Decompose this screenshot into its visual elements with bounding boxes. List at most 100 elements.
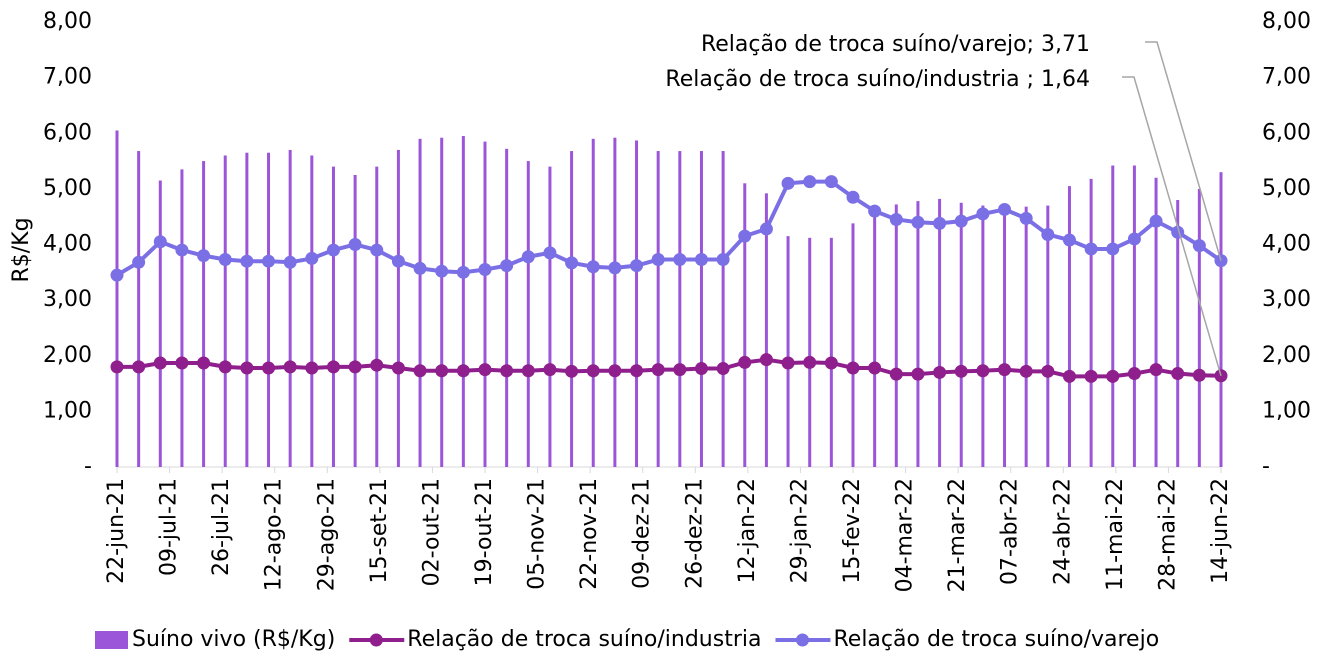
marker	[846, 361, 860, 375]
bar	[1046, 205, 1050, 467]
marker	[521, 364, 535, 378]
marker	[478, 363, 492, 377]
leader-line	[1145, 41, 1222, 261]
marker	[694, 253, 708, 267]
marker	[933, 365, 947, 379]
legend-label: Suíno vivo (R$/Kg)	[132, 627, 335, 652]
marker	[998, 363, 1012, 377]
marker	[110, 360, 124, 374]
y2-tick-label: -	[1262, 454, 1270, 479]
marker	[240, 361, 254, 375]
marker	[262, 254, 276, 268]
y-tick-label: 5,00	[43, 176, 92, 201]
x-tick-label: 11-mai-22	[1103, 478, 1128, 591]
leader-line	[1122, 76, 1222, 376]
marker	[889, 367, 903, 381]
marker	[1019, 364, 1033, 378]
x-tick-label: 15-fev-22	[840, 478, 865, 584]
marker	[1127, 367, 1141, 381]
marker	[1149, 363, 1163, 377]
x-tick-label: 05-nov-21	[525, 478, 550, 590]
y-tick-label: 3,00	[43, 287, 92, 312]
marker	[175, 356, 189, 370]
bar	[526, 161, 530, 467]
bar	[1024, 206, 1028, 468]
marker	[543, 246, 557, 260]
x-tick-label: 22-nov-21	[577, 478, 602, 590]
marker	[998, 202, 1012, 216]
marker	[565, 256, 579, 270]
bar	[699, 151, 703, 468]
bar	[461, 136, 465, 467]
marker	[175, 243, 189, 257]
x-tick-label: 28-mai-22	[1155, 478, 1180, 591]
y2-tick-label: 7,00	[1262, 65, 1311, 90]
y2-tick-label: 4,00	[1262, 232, 1311, 257]
y2-tick-label: 1,00	[1262, 398, 1311, 423]
bar	[613, 137, 617, 467]
bar	[331, 166, 335, 467]
bar	[959, 202, 963, 467]
x-tick-label: 09-jul-21	[157, 478, 182, 576]
marker	[370, 358, 384, 372]
bar	[678, 151, 682, 468]
marker	[608, 364, 622, 378]
marker	[759, 222, 773, 236]
y-axis-label: R$/Kg	[9, 217, 34, 282]
y-tick-label: -	[84, 454, 92, 479]
bar	[894, 204, 898, 467]
marker	[110, 268, 124, 282]
marker	[197, 249, 211, 263]
bar	[764, 193, 768, 467]
marker	[651, 363, 665, 377]
marker	[1192, 368, 1206, 382]
marker	[370, 243, 384, 257]
legend-label: Relação de troca suíno/industria	[407, 627, 761, 652]
x-tick-label: 15-set-21	[367, 478, 392, 584]
bar	[743, 183, 747, 467]
bar	[1132, 165, 1136, 467]
bar	[591, 138, 595, 467]
marker	[218, 253, 232, 267]
bar	[635, 140, 639, 467]
bar	[981, 205, 985, 467]
bar	[916, 201, 920, 468]
marker	[673, 363, 687, 377]
marker	[976, 207, 990, 221]
marker	[413, 364, 427, 378]
bar	[375, 166, 379, 467]
marker	[1084, 369, 1098, 383]
x-tick-label: 02-out-21	[419, 478, 444, 586]
marker	[153, 356, 167, 370]
y-tick-label: 1,00	[43, 398, 92, 423]
marker	[1062, 233, 1076, 247]
marker	[478, 263, 492, 277]
marker	[954, 364, 968, 378]
x-tick-label: 14-jun-22	[1208, 478, 1233, 584]
bar	[1089, 178, 1093, 468]
marker	[456, 364, 470, 378]
marker	[153, 235, 167, 249]
marker	[911, 367, 925, 381]
marker	[1041, 364, 1055, 378]
marker	[240, 254, 254, 268]
bar	[1219, 172, 1223, 467]
legend-label: Relação de troca suíno/varejo	[833, 627, 1159, 652]
bar	[396, 149, 400, 467]
marker	[586, 364, 600, 378]
x-tick-label: 24-abr-22	[1050, 478, 1075, 585]
marker	[716, 362, 730, 376]
marker	[218, 360, 232, 374]
bar	[873, 211, 877, 467]
bar	[808, 237, 812, 467]
marker	[976, 364, 990, 378]
y2-tick-label: 8,00	[1262, 9, 1311, 34]
bar	[223, 155, 227, 467]
bar	[202, 161, 206, 467]
line	[117, 357, 1222, 379]
marker	[305, 361, 319, 375]
marker	[868, 204, 882, 218]
y2-tick-label: 3,00	[1262, 287, 1311, 312]
marker	[391, 254, 405, 268]
